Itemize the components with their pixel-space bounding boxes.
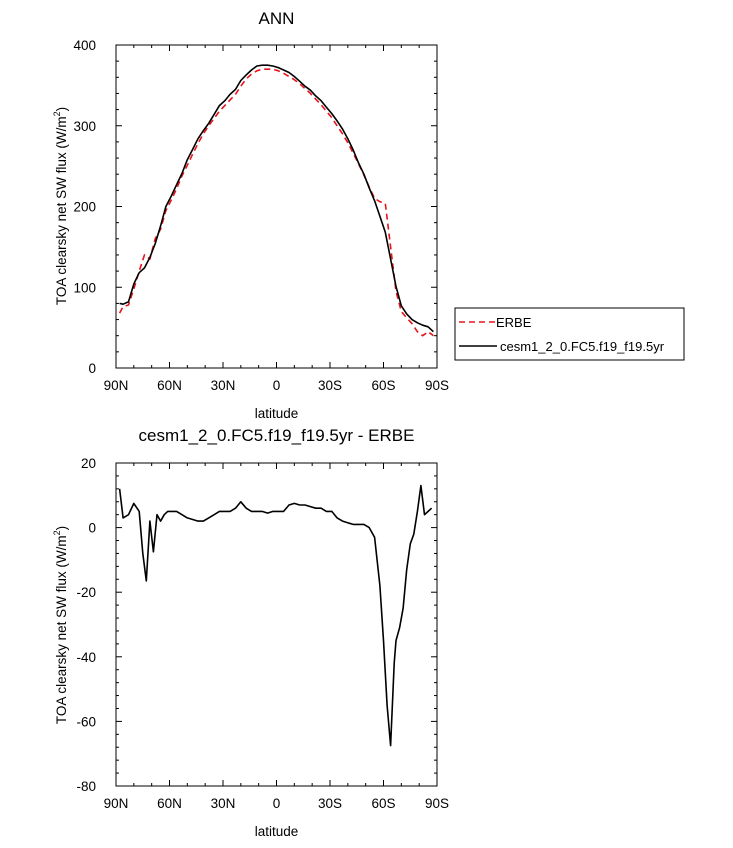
top-plot-frame <box>115 44 438 369</box>
bottom-x-tick-label: 90S <box>425 796 449 811</box>
top-y-axis-label-sup: 2 <box>52 111 62 116</box>
bottom-y-axis-label: TOA clearsky net SW flux (W/m2) <box>52 526 69 724</box>
bottom-y-tick-label: 0 <box>88 521 96 536</box>
top-y-tick-label: 100 <box>73 280 96 295</box>
bottom-y-tick-label: -40 <box>76 650 96 665</box>
top-y-axis-label: TOA clearsky net SW flux (W/m2) <box>52 107 69 305</box>
top-x-tick-label: 90S <box>425 378 449 393</box>
bottom-x-tick-label: 30S <box>318 796 342 811</box>
top-x-tick-label: 30S <box>318 378 342 393</box>
top-y-axis-label-close: ) <box>54 107 69 112</box>
bottom-y-tick-label: -60 <box>76 714 96 729</box>
top-y-tick-label: 300 <box>73 119 96 134</box>
legend-box <box>454 307 685 361</box>
top-y-axis-label-text: TOA clearsky net SW flux (W/m <box>54 116 69 305</box>
top-x-tick-label: 90N <box>104 378 129 393</box>
bottom-y-axis-label-sup: 2 <box>52 530 62 535</box>
svg-text:TOA clearsky net SW flux (W/m2: TOA clearsky net SW flux (W/m2) <box>52 526 69 724</box>
bottom-y-axis-label-text: TOA clearsky net SW flux (W/m <box>54 535 69 724</box>
bottom-x-tick-label: 60N <box>157 796 182 811</box>
top-x-tick-label: 60S <box>371 378 395 393</box>
top-x-axis-label: latitude <box>255 406 299 421</box>
bottom-plot-frame <box>115 462 438 787</box>
bottom-panel: cesm1_2_0.FC5.f19_f19.5yr - ERBE TOA cle… <box>52 426 449 839</box>
top-y-tick-label: 200 <box>73 200 96 215</box>
bottom-y-tick-label: 20 <box>81 456 96 471</box>
bottom-series-line-difference <box>118 484 433 747</box>
bottom-y-tick-label: -20 <box>76 585 96 600</box>
bottom-x-tick-label: 30N <box>211 796 236 811</box>
legend-label-erbe: ERBE <box>496 315 532 330</box>
top-series-line-erbe <box>118 68 434 337</box>
bottom-x-tick-label: 0 <box>273 796 281 811</box>
top-x-tick-label: 30N <box>211 378 236 393</box>
bottom-x-axis-label: latitude <box>255 824 299 839</box>
top-x-tick-label: 60N <box>157 378 182 393</box>
bottom-y-axis-label-close: ) <box>54 526 69 531</box>
top-panel: ANN TOA clearsky net SW flux (W/m2) lati… <box>52 9 449 421</box>
bottom-x-tick-label: 60S <box>371 796 395 811</box>
top-y-tick-label: 0 <box>88 361 96 376</box>
legend-label-model: cesm1_2_0.FC5.f19_f19.5yr <box>500 339 665 354</box>
top-series-line-model <box>119 64 434 333</box>
legend: ERBE cesm1_2_0.FC5.f19_f19.5yr <box>454 307 685 361</box>
top-y-tick-label: 400 <box>73 38 96 53</box>
bottom-x-tick-label: 90N <box>104 796 129 811</box>
top-x-tick-label: 0 <box>273 378 281 393</box>
bottom-y-tick-label: -80 <box>76 779 96 794</box>
bottom-chart-title: cesm1_2_0.FC5.f19_f19.5yr - ERBE <box>139 426 415 445</box>
top-chart-title: ANN <box>259 9 295 28</box>
svg-text:TOA clearsky net SW flux (W/m2: TOA clearsky net SW flux (W/m2) <box>52 107 69 305</box>
